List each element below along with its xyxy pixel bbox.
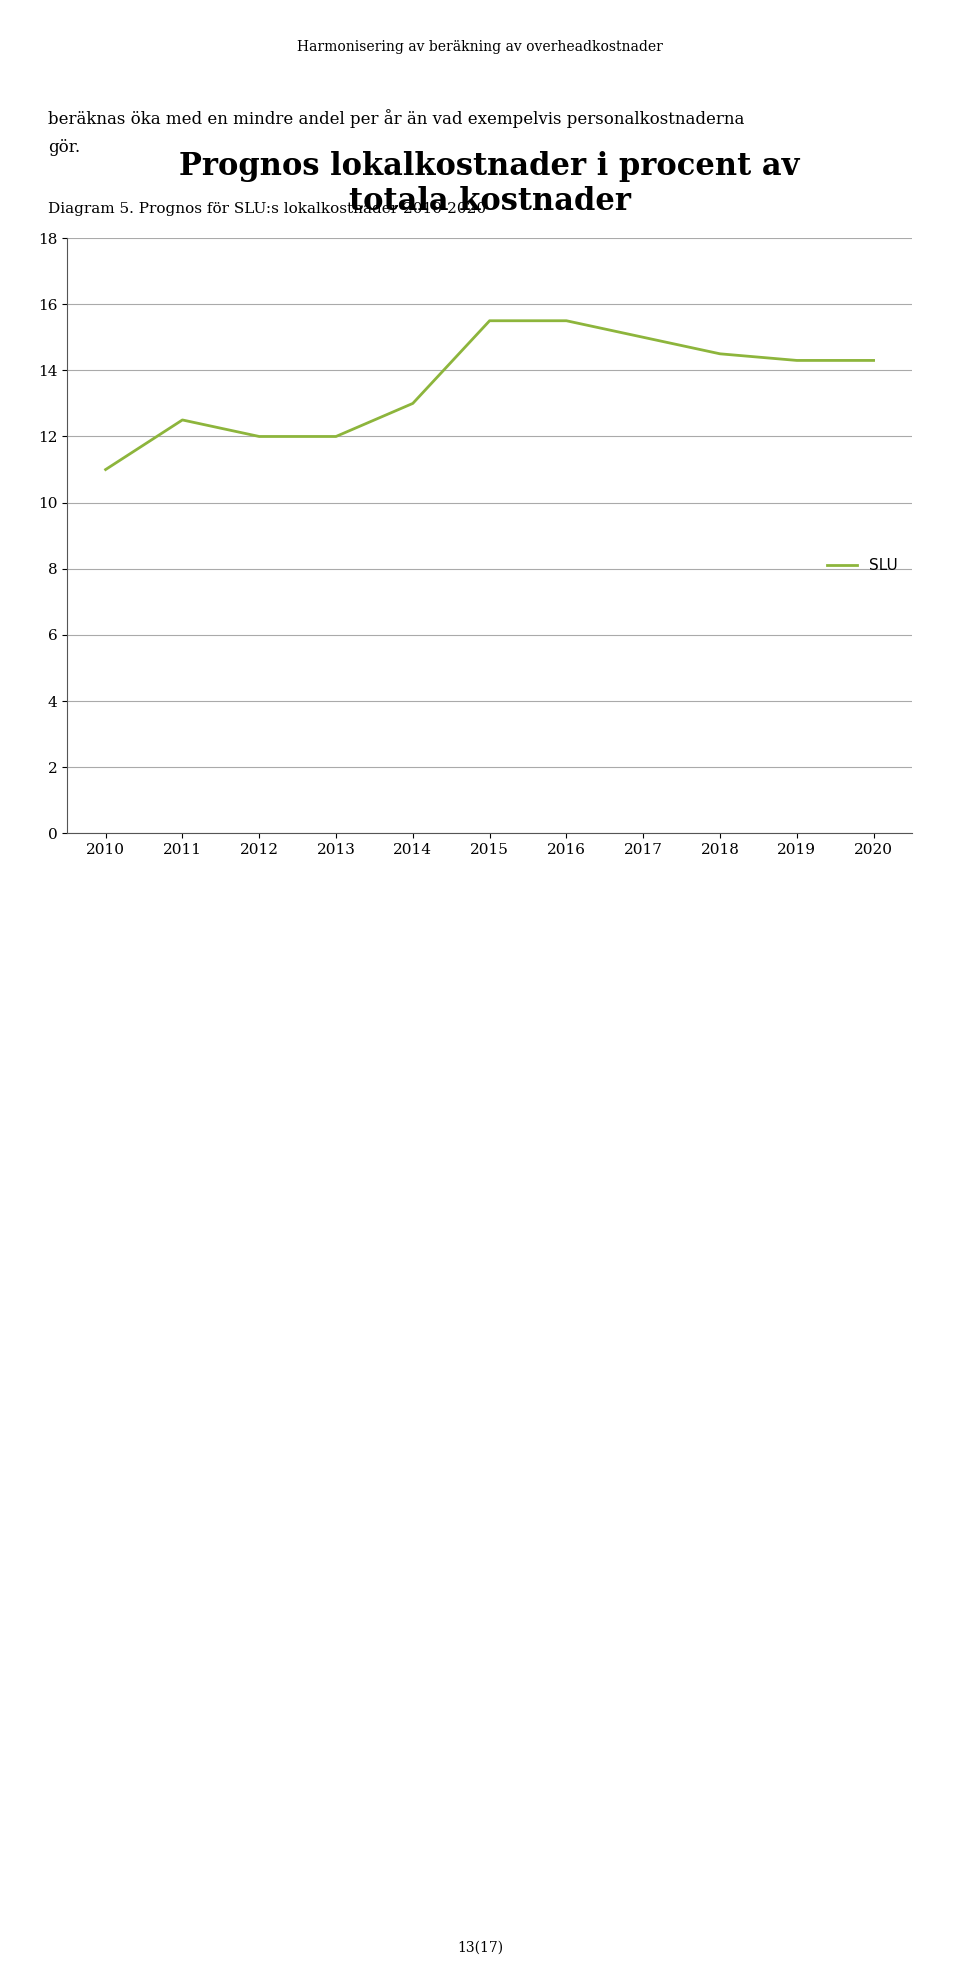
Title: Prognos lokalkostnader i procent av
totala kostnader: Prognos lokalkostnader i procent av tota… (180, 151, 800, 218)
Text: beräknas öka med en mindre andel per år än vad exempelvis personalkostnaderna: beräknas öka med en mindre andel per år … (48, 109, 744, 129)
Text: gör.: gör. (48, 139, 80, 157)
Legend: SLU: SLU (821, 552, 904, 579)
Text: Diagram 5. Prognos för SLU:s lokalkostnader 2010-2020: Diagram 5. Prognos för SLU:s lokalkostna… (48, 202, 486, 216)
Text: 13(17): 13(17) (457, 1940, 503, 1954)
Text: Harmonisering av beräkning av overheadkostnader: Harmonisering av beräkning av overheadko… (297, 40, 663, 54)
